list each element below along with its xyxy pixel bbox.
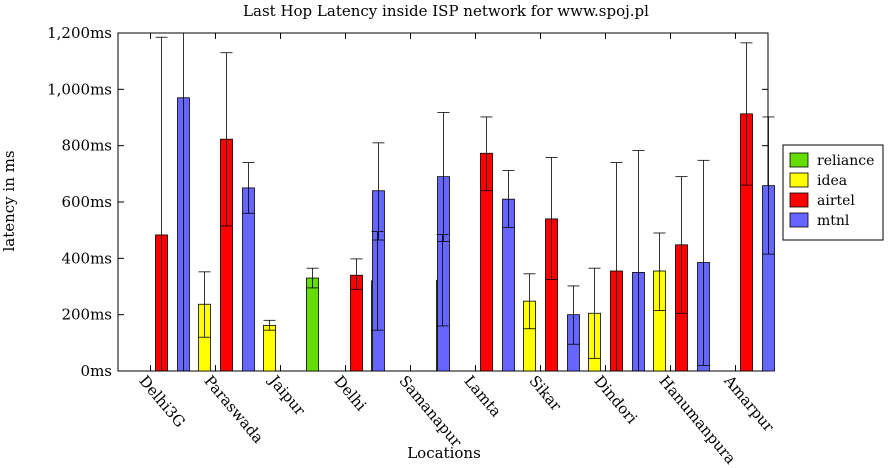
error-bars xyxy=(155,32,775,372)
legend: reliance idea airtel mtnl xyxy=(782,144,884,241)
error-bar-mtnl xyxy=(632,150,645,372)
legend-swatch-reliance xyxy=(789,152,809,168)
y-tick-label: 1,000ms xyxy=(47,80,112,98)
error-bar-mtnl xyxy=(372,142,385,241)
error-bar-idea xyxy=(263,319,276,331)
error-bar-reliance xyxy=(436,233,449,327)
y-tick-label: 800ms xyxy=(61,137,112,155)
x-tick-label: Lamta xyxy=(460,372,505,420)
chart-title: Last Hop Latency inside ISP network for … xyxy=(243,2,649,20)
legend-swatch-airtel xyxy=(789,192,809,208)
error-bar-mtnl xyxy=(697,159,710,366)
legend-swatch-mtnl xyxy=(789,212,809,228)
error-bar-idea xyxy=(198,271,211,338)
legend-label-mtnl: mtnl xyxy=(817,213,850,229)
error-bar-idea xyxy=(588,267,601,359)
bar-mtnl xyxy=(242,187,255,372)
error-bar-airtel xyxy=(740,42,753,186)
x-tick-label: Delhi3G xyxy=(135,372,188,431)
error-bar-mtnl xyxy=(242,162,255,214)
error-bar-airtel xyxy=(675,176,688,314)
error-bar-airtel xyxy=(610,162,623,372)
y-tick-label: 400ms xyxy=(61,249,112,267)
error-bar-airtel xyxy=(220,52,233,227)
bar-idea xyxy=(263,324,276,372)
error-bar-mtnl xyxy=(177,32,190,372)
error-bar-mtnl xyxy=(502,170,515,228)
bar-reliance xyxy=(306,277,319,372)
error-bar-airtel xyxy=(480,116,493,192)
error-bar-airtel xyxy=(350,258,363,290)
x-tick-label: Samanapur xyxy=(395,372,466,451)
x-tick-label: Sikar xyxy=(525,372,565,415)
x-tick-label: Jaipur xyxy=(264,370,309,419)
legend-label-airtel: airtel xyxy=(817,193,855,209)
error-bar-idea xyxy=(523,273,536,330)
x-tick-label: Dindori xyxy=(590,372,641,427)
error-bar-airtel xyxy=(545,157,558,280)
x-tick-label: Amarpur xyxy=(720,371,778,436)
y-axis-label: latency in ms xyxy=(0,150,18,251)
error-bar-airtel xyxy=(155,36,168,372)
error-bar-reliance xyxy=(306,267,319,289)
x-axis-label: Locations xyxy=(407,444,481,462)
legend-label-idea: idea xyxy=(817,173,847,189)
error-bar-idea xyxy=(653,232,666,311)
y-tick-label: 600ms xyxy=(61,193,112,211)
y-tick-label: 0ms xyxy=(81,362,112,380)
y-axis: 0ms 200ms 400ms 600ms 800ms 1,000ms 1,200ms xyxy=(47,24,768,380)
legend-label-reliance: reliance xyxy=(817,153,874,169)
y-tick-label: 1,200ms xyxy=(47,24,112,42)
error-bar-mtnl xyxy=(567,285,580,345)
error-bar-mtnl xyxy=(762,116,775,255)
error-bar-reliance xyxy=(371,231,384,331)
error-bar-mtnl xyxy=(437,112,450,242)
x-tick-label: Delhi xyxy=(330,372,370,414)
legend-swatch-idea xyxy=(789,172,809,188)
y-tick-label: 200ms xyxy=(61,306,112,324)
x-tick-label: Paraswada xyxy=(200,372,267,447)
